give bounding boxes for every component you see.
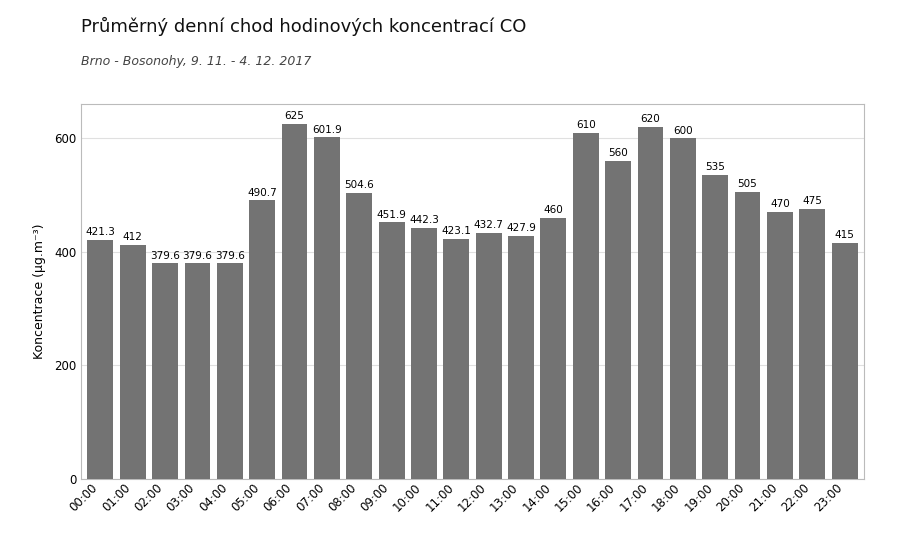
Text: 379.6: 379.6 [183, 251, 212, 261]
Text: 625: 625 [284, 112, 304, 122]
Bar [379, 222, 405, 478]
Bar [540, 218, 566, 478]
Bar [799, 210, 825, 478]
Bar [508, 236, 534, 478]
Bar [282, 124, 308, 478]
Text: 560: 560 [608, 148, 628, 158]
Text: 415: 415 [834, 230, 854, 240]
Bar [411, 228, 436, 478]
Text: 601.9: 601.9 [312, 125, 342, 135]
Text: Průměrný denní chod hodinových koncentrací CO: Průměrný denní chod hodinových koncentra… [81, 16, 526, 36]
Text: 451.9: 451.9 [377, 210, 407, 219]
Bar [605, 161, 631, 478]
Bar [702, 175, 728, 478]
Bar [87, 240, 113, 478]
Text: 460: 460 [544, 205, 563, 215]
Bar [444, 239, 469, 478]
Text: 412: 412 [122, 232, 143, 242]
Bar [476, 233, 501, 478]
Text: 379.6: 379.6 [215, 251, 245, 261]
Bar [767, 212, 793, 478]
Bar [249, 200, 275, 478]
Text: 442.3: 442.3 [409, 215, 439, 225]
Text: 423.1: 423.1 [441, 226, 472, 236]
Bar [152, 263, 178, 478]
Bar [184, 263, 211, 478]
Text: 505: 505 [738, 179, 758, 190]
Text: 504.6: 504.6 [345, 180, 374, 190]
Bar [670, 139, 696, 478]
Text: 432.7: 432.7 [473, 221, 504, 230]
Bar [572, 133, 598, 478]
Text: 470: 470 [770, 199, 790, 210]
Y-axis label: Koncentrace (μg.m⁻³): Koncentrace (μg.m⁻³) [32, 224, 46, 359]
Text: Brno - Bosonohy, 9. 11. - 4. 12. 2017: Brno - Bosonohy, 9. 11. - 4. 12. 2017 [81, 55, 311, 68]
Text: 620: 620 [641, 114, 661, 124]
Bar [217, 263, 243, 478]
Bar [832, 243, 858, 478]
Bar [314, 138, 340, 478]
Text: 490.7: 490.7 [248, 188, 277, 197]
Bar [120, 245, 146, 478]
Bar [346, 192, 373, 478]
Text: 610: 610 [576, 120, 596, 130]
Bar [734, 192, 760, 478]
Text: 535: 535 [706, 162, 725, 173]
Text: 600: 600 [673, 125, 693, 136]
Text: 475: 475 [802, 196, 823, 206]
Text: 421.3: 421.3 [86, 227, 115, 237]
Bar [637, 127, 663, 478]
Text: 379.6: 379.6 [150, 251, 180, 261]
Text: 427.9: 427.9 [506, 223, 536, 233]
